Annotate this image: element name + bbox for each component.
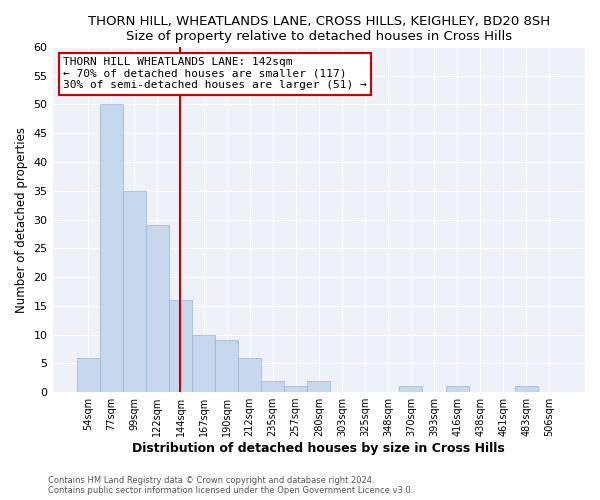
Bar [307, 380, 330, 392]
Bar [169, 300, 192, 392]
Bar [77, 358, 100, 392]
X-axis label: Distribution of detached houses by size in Cross Hills: Distribution of detached houses by size … [133, 442, 505, 455]
Bar [215, 340, 238, 392]
Bar [192, 334, 215, 392]
Bar [515, 386, 538, 392]
Title: THORN HILL, WHEATLANDS LANE, CROSS HILLS, KEIGHLEY, BD20 8SH
Size of property re: THORN HILL, WHEATLANDS LANE, CROSS HILLS… [88, 15, 550, 43]
Bar [400, 386, 422, 392]
Bar [261, 380, 284, 392]
Text: THORN HILL WHEATLANDS LANE: 142sqm
← 70% of detached houses are smaller (117)
30: THORN HILL WHEATLANDS LANE: 142sqm ← 70%… [63, 58, 367, 90]
Text: Contains HM Land Registry data © Crown copyright and database right 2024.
Contai: Contains HM Land Registry data © Crown c… [48, 476, 413, 495]
Bar [100, 104, 123, 392]
Y-axis label: Number of detached properties: Number of detached properties [15, 126, 28, 312]
Bar [123, 191, 146, 392]
Bar [146, 226, 169, 392]
Bar [238, 358, 261, 392]
Bar [284, 386, 307, 392]
Bar [446, 386, 469, 392]
